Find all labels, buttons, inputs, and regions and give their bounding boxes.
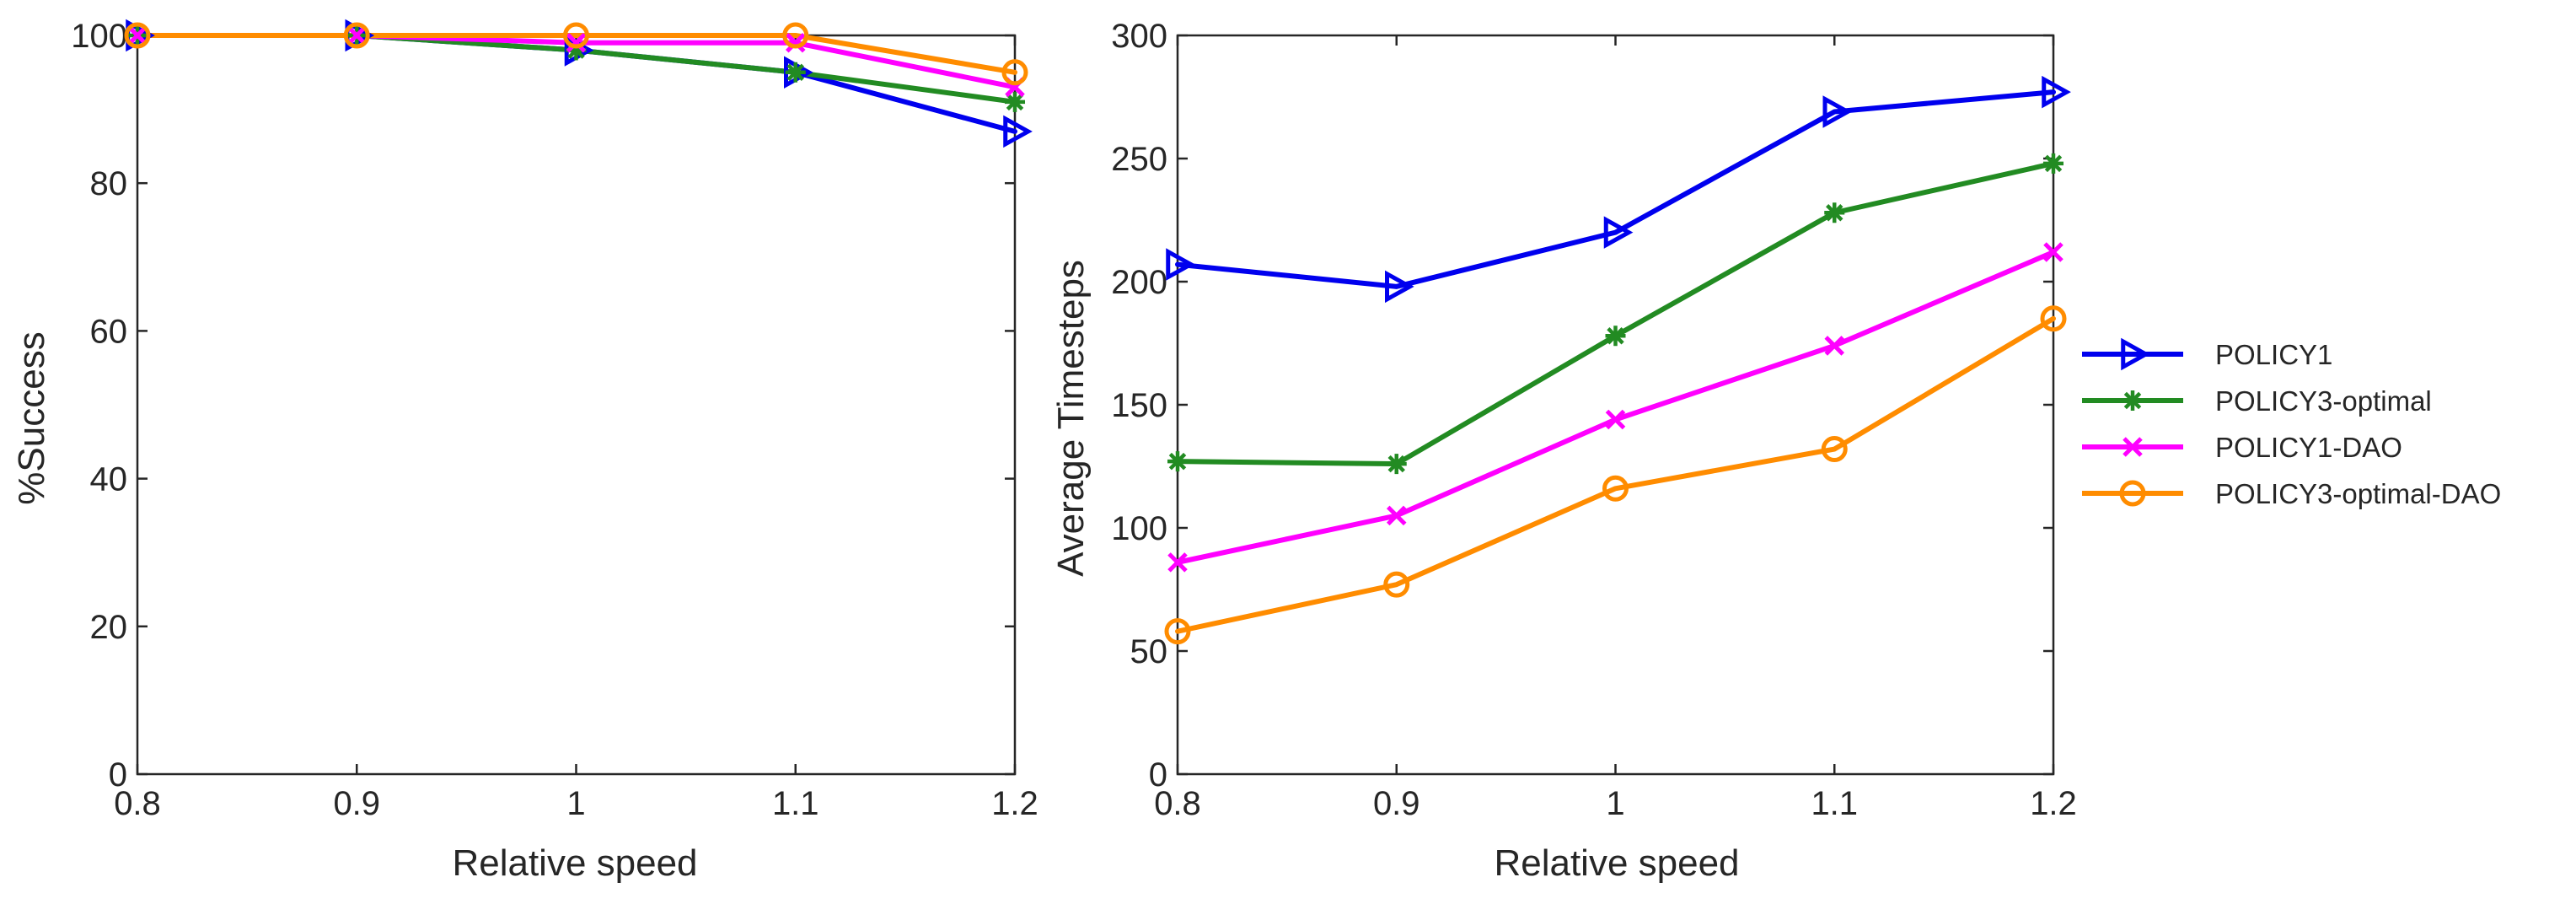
timesteps-ytick-label: 50 [1130,633,1168,670]
legend-marker-policy3-optimal [2123,390,2143,411]
success-chart-ylabel: %Success [11,331,52,504]
timesteps-point-policy1 [1822,95,1853,128]
timesteps-plot-frame [1176,34,2055,776]
timesteps-point-policy3-optimal-dao [2040,305,2067,332]
success-xtick-label: 0.8 [114,785,161,822]
success-chart-xlabel: Relative speed [452,842,697,884]
success-ytick-label: 100 [71,18,127,55]
timesteps-series-line-policy1-dao [1175,249,2056,565]
success-ytick-label: 80 [90,165,128,202]
timesteps-series-line-policy1 [1175,89,2056,289]
success-ytick-label: 40 [90,461,128,498]
timesteps-ytick-label: 250 [1111,141,1167,178]
timesteps-ytick-label: 200 [1111,264,1167,301]
legend-label-policy1-dao: POLICY1-DAO [2215,432,2402,463]
timesteps-point-policy1-dao [1386,505,1407,526]
legend-marker-policy1 [2121,337,2150,371]
success-xtick-label: 1 [566,785,585,822]
timesteps-ytick-label: 0 [1149,756,1167,794]
success-series-line-policy3-optimal-dao [135,33,1017,75]
timesteps-point-policy1 [1603,216,1634,249]
timesteps-xtick-label: 1 [1606,785,1624,822]
timesteps-point-policy3-optimal-dao [1383,571,1410,598]
timesteps-point-policy1 [1385,270,1414,304]
timesteps-xtick-label: 0.9 [1373,785,1420,822]
success-point-policy1-dao [346,25,368,46]
timesteps-xtick-label: 1.2 [2030,785,2077,822]
timesteps-point-policy3-optimal-dao [1821,436,1848,463]
success-point-policy3-optimal-dao [1001,59,1028,86]
success-xtick-label: 1.2 [991,785,1038,822]
success-point-policy3-optimal [566,40,587,61]
success-point-policy3-optimal [785,62,806,83]
timesteps-xtick-label: 1.1 [1811,785,1858,822]
success-point-policy3-optimal-dao [563,22,589,49]
success-point-policy1-dao [785,32,806,53]
success-point-policy1 [1003,115,1033,148]
timesteps-ytick-label: 300 [1111,18,1167,55]
timesteps-point-policy3-optimal [1167,451,1188,472]
success-xtick-label: 1.1 [772,785,819,822]
success-point-policy1-dao [127,25,148,46]
timesteps-ytick-label: 150 [1111,387,1167,424]
success-point-policy3-optimal-dao [124,22,151,49]
success-ytick-label: 60 [90,313,128,350]
timesteps-point-policy1 [2042,75,2071,109]
timesteps-point-policy3-optimal-dao [1164,618,1191,645]
timesteps-point-policy1-dao [1824,336,1845,356]
timesteps-point-policy3-optimal [1386,454,1407,475]
chart-legend: POLICY1 POLICY3-optimal POLICY1-DAO POLICY3… [2082,337,2501,509]
timesteps-point-policy3-optimal [1824,202,1845,223]
timesteps-chart: Average Timesteps Relative speed 0.8 0.9 1… [1050,18,2077,884]
success-point-policy1-dao [566,32,587,53]
timesteps-xtick-label: 0.8 [1154,785,1201,822]
success-point-policy3-optimal-dao [782,22,809,49]
timesteps-chart-xlabel: Relative speed [1494,842,1739,884]
timesteps-point-policy1-dao [1167,552,1188,573]
success-point-policy3-optimal [1005,91,1025,112]
legend-label-policy1: POLICY1 [2215,339,2332,370]
success-plot-frame [136,34,1017,776]
success-point-policy3-optimal-dao [343,22,370,49]
timesteps-series-line-policy3-optimal-dao [1175,315,2056,634]
legend-marker-policy1-dao [2123,437,2143,457]
timesteps-point-policy1 [1166,248,1195,281]
success-xtick-label: 0.9 [333,785,380,822]
legend-label-policy3-optimal: POLICY3-optimal [2215,385,2432,417]
timesteps-point-policy3-optimal [2043,153,2063,174]
timesteps-chart-ylabel: Average Timesteps [1050,260,1092,577]
timesteps-point-policy3-optimal-dao [1602,475,1629,502]
timesteps-point-policy3-optimal [1605,326,1626,347]
timesteps-point-policy1-dao [2043,242,2063,262]
success-chart: %Success Relative speed 0.8 0.9 1 1.1 1.2 0 20… [11,18,1038,884]
legend-label-policy3-optimal-dao: POLICY3-optimal-DAO [2215,478,2501,509]
success-ytick-label: 0 [109,756,127,794]
success-ytick-label: 20 [90,609,128,646]
timesteps-point-policy1-dao [1605,409,1626,430]
timesteps-ytick-label: 100 [1111,510,1167,547]
legend-marker-policy3-optimal-dao [2119,480,2146,507]
